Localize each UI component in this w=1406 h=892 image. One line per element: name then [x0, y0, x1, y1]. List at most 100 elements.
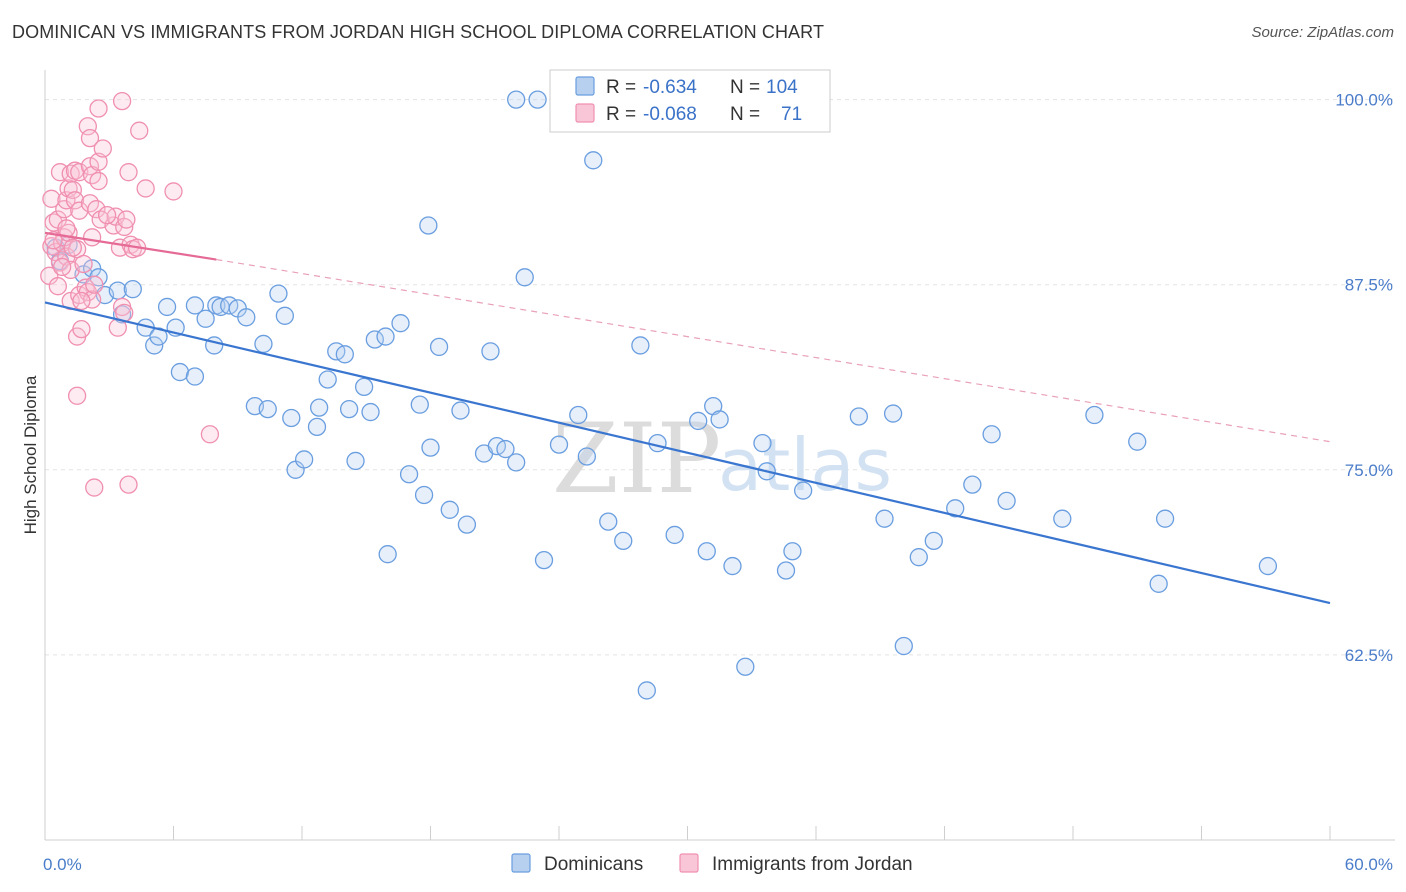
legend-n-label-2: N =: [730, 104, 760, 125]
point-0-37: [335, 345, 354, 364]
series-jordan-points: [40, 91, 220, 497]
point-0-33: [307, 417, 327, 437]
point-1-39: [85, 478, 104, 497]
point-1-62: [164, 182, 183, 201]
point-0-72: [648, 434, 667, 453]
point-0-71: [637, 681, 656, 700]
point-0-11: [145, 336, 164, 355]
point-0-94: [997, 491, 1016, 511]
y-tick-labels: 100.0% 87.5% 75.0% 62.5%: [1335, 91, 1393, 665]
point-0-47: [410, 395, 429, 414]
legend-r-label-1: R =: [606, 77, 636, 98]
point-0-60: [419, 216, 438, 235]
point-0-88: [894, 636, 913, 656]
point-0-53: [457, 515, 477, 534]
point-0-16: [185, 296, 205, 315]
point-0-75: [697, 542, 716, 561]
point-0-84: [794, 481, 813, 500]
point-0-85: [849, 407, 868, 426]
point-0-51: [440, 500, 459, 519]
point-0-44: [378, 545, 397, 564]
x-tick-label-1: 60.0%: [1345, 855, 1393, 874]
point-0-41: [361, 402, 380, 422]
point-1-56: [119, 163, 138, 182]
point-0-50: [429, 337, 449, 357]
point-0-100: [1258, 556, 1278, 576]
point-0-42: [365, 330, 384, 349]
point-1-24: [67, 386, 87, 405]
legend-r-label-2: R =: [606, 104, 636, 125]
point-0-49: [421, 438, 440, 457]
point-1-51: [112, 91, 132, 111]
point-0-46: [399, 465, 419, 484]
chart-title: DOMINICAN VS IMMIGRANTS FROM JORDAN HIGH…: [12, 22, 825, 42]
point-0-18: [196, 309, 215, 328]
point-0-92: [963, 475, 982, 494]
point-0-87: [883, 404, 903, 423]
point-0-82: [776, 561, 796, 580]
axes: [44, 70, 1395, 841]
legend-swatch-jordan: [575, 103, 595, 123]
point-1-60: [130, 121, 149, 140]
stats-legend: R = -0.634 N = 104 R = -0.068 N = 71: [549, 69, 831, 133]
point-0-83: [783, 542, 802, 561]
point-1-33: [80, 128, 100, 148]
point-0-62: [528, 90, 547, 109]
point-0-40: [354, 377, 374, 397]
point-1-61: [136, 179, 155, 198]
legend-swatch-dominicans: [575, 76, 595, 96]
point-1-68: [72, 291, 91, 311]
point-0-61: [507, 90, 526, 109]
point-1-40: [87, 200, 106, 219]
point-0-17: [185, 367, 205, 386]
point-0-97: [1128, 432, 1147, 451]
point-1-38: [85, 275, 104, 294]
point-0-64: [549, 435, 569, 454]
point-0-38: [339, 399, 359, 419]
point-0-30: [282, 408, 301, 428]
point-0-35: [318, 370, 337, 389]
legend-n-value-2: 71: [781, 104, 802, 125]
point-1-21: [65, 191, 85, 210]
point-1-63: [200, 425, 220, 444]
point-0-26: [254, 334, 273, 354]
point-1-41: [89, 171, 108, 191]
point-0-67: [584, 151, 603, 170]
bottom-legend-swatch-dominicans: [511, 853, 531, 873]
point-0-65: [569, 405, 588, 425]
legend-frame: [549, 69, 831, 133]
y-tick-label-2: 75.0%: [1345, 461, 1393, 480]
point-0-86: [875, 509, 894, 528]
point-0-98: [1149, 574, 1168, 593]
bottom-legend-jordan: Immigrants from Jordan: [712, 854, 913, 875]
legend-r-value-2: -0.068: [643, 104, 697, 125]
x-tick-label-0: 0.0%: [43, 855, 82, 874]
point-0-74: [689, 411, 708, 431]
point-0-19: [205, 336, 224, 355]
point-0-9: [123, 280, 142, 299]
point-0-28: [269, 284, 288, 303]
point-0-78: [723, 556, 742, 576]
series-dominicans-points: [46, 90, 1278, 700]
legend-n-label-1: N =: [730, 77, 760, 98]
point-1-54: [117, 210, 136, 229]
bottom-legend-swatch-jordan: [679, 853, 699, 873]
trend-line-jordan-extension: [216, 258, 1331, 443]
point-0-15: [170, 362, 190, 382]
point-0-29: [275, 306, 295, 325]
point-0-99: [1155, 509, 1175, 528]
point-1-44: [93, 139, 112, 158]
legend-r-value-1: -0.634: [643, 77, 697, 98]
point-0-45: [391, 314, 410, 333]
point-1-65: [52, 257, 72, 277]
point-0-89: [909, 548, 928, 567]
point-1-43: [89, 99, 108, 118]
series-legend: Dominicans Immigrants from Jordan: [511, 853, 913, 875]
point-0-52: [451, 401, 470, 420]
y-axis-label: High School Diploma: [21, 375, 40, 534]
point-0-63: [534, 550, 554, 570]
trend-line-dominicans: [44, 301, 1331, 605]
point-1-2: [42, 189, 61, 208]
point-0-95: [1053, 509, 1072, 528]
